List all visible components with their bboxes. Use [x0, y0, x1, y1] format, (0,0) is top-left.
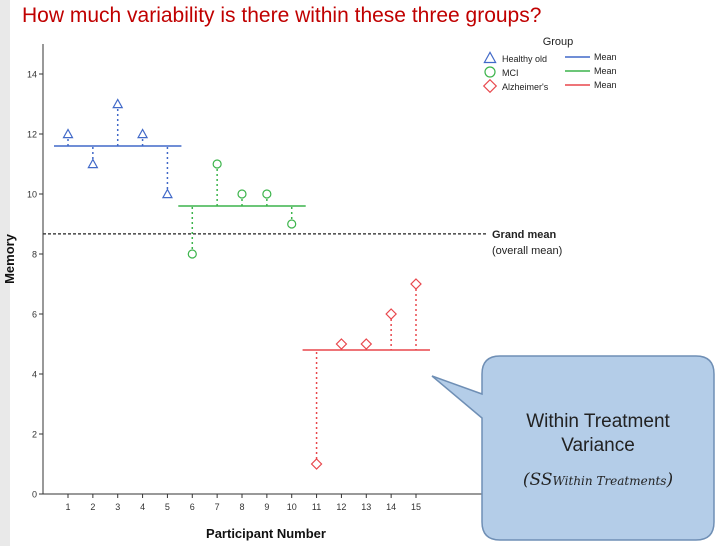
y-tick-label: 14 [27, 70, 37, 80]
x-tick-label: 13 [361, 502, 371, 512]
circle-marker [484, 66, 496, 78]
legend-title: Group [543, 36, 574, 48]
diamond-marker [385, 308, 397, 320]
legend-entry-label: MCI [502, 68, 519, 78]
x-tick-label: 11 [312, 502, 321, 512]
circle-marker [262, 189, 272, 199]
triangle-marker [161, 188, 173, 199]
diamond-marker [310, 458, 323, 470]
callout-text: Within Treatment Variance [482, 410, 714, 458]
callout-line-1: Within Treatment [526, 411, 670, 432]
x-tick-label: 12 [336, 502, 346, 512]
circle-marker [187, 249, 197, 259]
chart-legend: Group Healthy old Mean MCI Mean Alzheimer's Me… [482, 36, 617, 94]
circle-marker [212, 159, 222, 169]
legend-mean-label: Mean [594, 80, 617, 90]
diamond-marker [335, 338, 348, 350]
y-tick-label: 6 [32, 310, 37, 320]
y-tick-label: 12 [27, 130, 37, 140]
x-tick-label: 6 [190, 502, 195, 512]
callout-line-2: Variance [561, 435, 635, 456]
legend-mean-label: Mean [594, 52, 617, 62]
y-tick-label: 10 [27, 190, 37, 200]
x-tick-label: 14 [386, 502, 396, 512]
diamond-marker [410, 278, 422, 290]
formula-close: ) [666, 470, 674, 490]
diamond-marker [482, 78, 498, 94]
y-tick-label: 8 [32, 250, 37, 260]
triangle-marker [112, 98, 124, 109]
triangle-marker [483, 51, 497, 64]
chart-series [54, 98, 430, 470]
callout [431, 355, 715, 541]
x-tick-label: 5 [165, 502, 170, 512]
formula-main: (SS [522, 470, 553, 490]
legend-entry-label: Alzheimer's [502, 82, 549, 92]
y-axis-title: Memory [2, 233, 17, 284]
diamond-marker [360, 338, 373, 350]
triangle-marker [87, 158, 99, 169]
y-tick-label: 4 [32, 370, 37, 380]
x-tick-label: 15 [411, 502, 421, 512]
y-tick-label: 0 [32, 490, 37, 500]
x-tick-label: 8 [239, 502, 244, 512]
x-tick-label: 10 [287, 502, 297, 512]
circle-marker [287, 219, 297, 229]
slide-edge [0, 0, 10, 546]
grand-mean-sublabel: (overall mean) [492, 245, 562, 257]
x-tick-label: 2 [90, 502, 95, 512]
x-tick-label: 3 [115, 502, 120, 512]
y-tick-label: 2 [32, 430, 37, 440]
x-axis-title: Participant Number [206, 526, 326, 541]
callout-formula: (SSWithin Treatments) [482, 470, 714, 490]
callout-bubble [431, 355, 715, 541]
x-tick-label: 4 [140, 502, 145, 512]
circle-marker [237, 189, 247, 199]
chart-grid: Grand mean (overall mean) [43, 229, 562, 257]
grand-mean-label: Grand mean [492, 229, 556, 241]
slide-title: How much variability is there within the… [22, 4, 542, 27]
triangle-marker [137, 128, 149, 139]
x-tick-label: 1 [65, 502, 70, 512]
x-tick-label: 7 [215, 502, 220, 512]
legend-mean-label: Mean [594, 66, 617, 76]
x-tick-label: 9 [264, 502, 269, 512]
formula-subscript: Within Treatments [552, 474, 667, 488]
legend-entry-label: Healthy old [502, 54, 547, 64]
triangle-marker [62, 128, 74, 139]
